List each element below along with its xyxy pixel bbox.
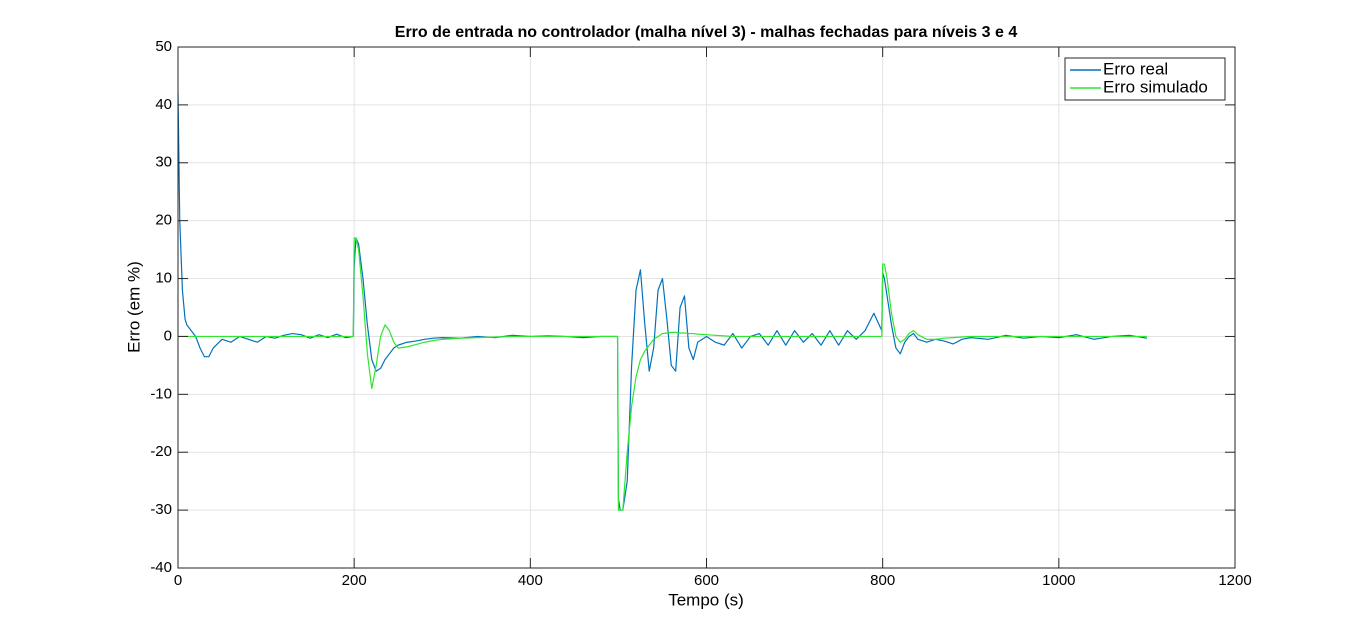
y-tick-label: -10 [150, 385, 172, 402]
y-tick-label: 0 [164, 327, 172, 344]
y-tick-label: 10 [155, 270, 172, 287]
y-tick-label: 50 [155, 38, 172, 55]
y-tick-label: -20 [150, 443, 172, 460]
series-line [178, 237, 1147, 511]
x-tick-label: 200 [342, 572, 367, 589]
legend-label: Erro simulado [1103, 77, 1208, 96]
x-tick-label: 400 [518, 572, 543, 589]
x-tick-label: 600 [694, 572, 719, 589]
x-tick-label: 800 [870, 572, 895, 589]
legend-box [1064, 57, 1226, 101]
series-line [178, 93, 1148, 511]
y-tick-label: 20 [155, 212, 172, 229]
y-tick-label: -30 [150, 501, 172, 518]
legend-label: Erro real [1103, 59, 1168, 78]
y-tick-label: 30 [155, 154, 172, 171]
x-tick-label: 1200 [1218, 572, 1251, 589]
x-axis-label: Tempo (s) [668, 590, 744, 609]
data-layer [178, 93, 1148, 511]
y-axis-label: Erro (em %) [124, 261, 143, 353]
y-tick-label: -40 [150, 559, 172, 576]
x-tick-label: 1000 [1042, 572, 1075, 589]
tick-layer: 0 200 400 600 800 1000 1200 -40 -30 -20 -10 0 10 20 30… [150, 38, 1251, 589]
chart-title: Erro de entrada no controlador (malha ní… [395, 24, 1018, 41]
x-tick-label: 0 [174, 572, 182, 589]
y-tick-label: 40 [155, 96, 172, 113]
